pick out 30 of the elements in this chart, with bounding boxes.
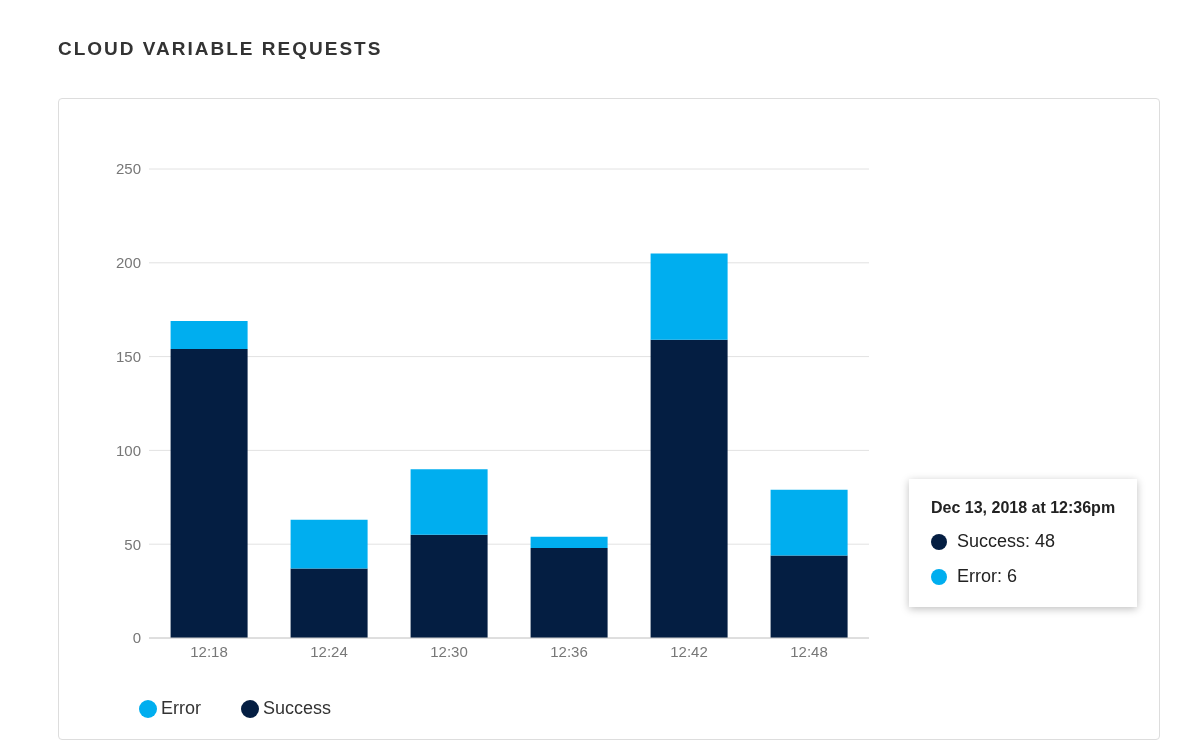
- y-tick-label: 100: [115, 441, 141, 459]
- y-tick-label: 0: [132, 629, 141, 647]
- x-tick-label: 12:18: [190, 642, 228, 660]
- bar: [290, 519, 368, 569]
- bar: [410, 469, 488, 535]
- y-tick-label: 250: [115, 160, 141, 178]
- bar: [770, 489, 848, 556]
- bar: [530, 547, 608, 638]
- bar: [170, 349, 248, 638]
- bar: [410, 534, 488, 638]
- bar: [290, 568, 368, 638]
- text: Success: 48: [957, 531, 1056, 552]
- legend-label: Error: [161, 698, 201, 718]
- x-tick-label: 12:30: [430, 642, 468, 660]
- legend-label: Success: [263, 698, 332, 718]
- bar: [530, 536, 608, 548]
- y-tick-label: 200: [115, 254, 141, 272]
- x-tick-label: 12:36: [550, 642, 588, 660]
- text: Dec 13, 2018 at 12:36pm: [931, 499, 1116, 517]
- y-tick-label: 150: [115, 347, 141, 365]
- bar: [650, 253, 728, 340]
- bar: [770, 555, 848, 638]
- x-tick-label: 12:42: [670, 642, 708, 660]
- text: Error: 6: [957, 566, 1018, 587]
- x-tick-label: 12:48: [790, 642, 828, 660]
- bar: [170, 320, 248, 350]
- chart-title: CLOUD VARIABLE REQUESTS: [58, 38, 383, 60]
- y-tick-label: 50: [124, 535, 141, 553]
- x-tick-label: 12:24: [310, 642, 348, 660]
- bar: [650, 339, 728, 638]
